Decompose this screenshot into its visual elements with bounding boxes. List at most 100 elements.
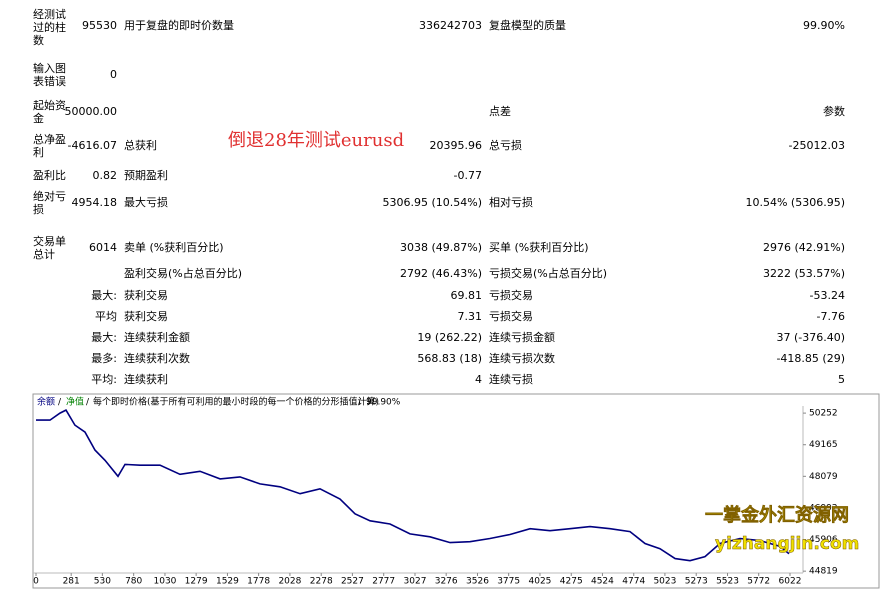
x-tick-label: 2028 (278, 577, 301, 587)
separator: / (86, 398, 90, 408)
field-value: -0.77 (453, 169, 482, 182)
field-label: 盈利交易(%占总百分比) (124, 267, 243, 280)
field-label: 亏损交易(%占总百分比) (489, 267, 608, 280)
field-value: 336242703 (419, 19, 482, 32)
field-label: 买单 (%获利百分比) (489, 241, 589, 254)
x-tick-label: 3027 (404, 577, 427, 587)
x-tick-label: 1030 (154, 577, 177, 587)
field-value: 5306.95 (10.54%) (382, 196, 482, 209)
watermark: 一掌金外汇资源网 (705, 504, 849, 526)
field-label: 相对亏损 (489, 196, 533, 209)
field-label: 输入图表错误 (33, 62, 66, 88)
field-value: 0 (110, 68, 117, 81)
chart-quality: 99.90% (366, 398, 401, 408)
x-tick-label: 5273 (685, 577, 708, 587)
field-value: -4616.07 (67, 139, 117, 152)
x-tick-label: 1529 (216, 577, 239, 587)
field-value: 4 (475, 373, 482, 386)
x-tick-label: 4524 (591, 577, 614, 587)
field-value: 6014 (89, 241, 117, 254)
x-tick-label: 5523 (716, 577, 739, 587)
field-label: 卖单 (%获利百分比) (124, 241, 224, 254)
y-tick-label: 45906 (809, 535, 838, 545)
legend-equity: 净值 (66, 396, 84, 408)
annotation: 倒退28年测试eurusd (228, 130, 405, 151)
field-value: 4954.18 (71, 196, 118, 209)
field-value: -7.76 (816, 310, 845, 323)
x-tick-label: 4774 (622, 577, 645, 587)
y-tick-label: 49165 (809, 440, 838, 450)
field-value: 2976 (42.91%) (762, 241, 845, 254)
chart-frame (32, 393, 880, 589)
field-label: 获利交易 (124, 310, 168, 323)
field-label: 点差 (489, 105, 511, 118)
field-label: 连续亏损次数 (489, 352, 555, 365)
separator: / (358, 398, 362, 408)
field-label: 经测试过的柱数 (33, 8, 66, 47)
field-value: 平均 (95, 310, 117, 323)
x-tick-label: 3526 (466, 577, 489, 587)
field-value: 最大: (91, 331, 117, 344)
field-label: 连续获利 (124, 373, 168, 386)
x-tick-label: 780 (125, 577, 142, 587)
x-tick-label: 1778 (247, 577, 270, 587)
x-tick-label: 4025 (529, 577, 552, 587)
field-value: 0.82 (92, 169, 118, 182)
x-tick-label: 2278 (310, 577, 333, 587)
field-label: 盈利比 (33, 169, 66, 182)
field-value: 19 (262.22) (417, 331, 482, 344)
x-tick-label: 281 (63, 577, 80, 587)
field-label: 连续获利次数 (124, 352, 190, 365)
field-label: 连续亏损 (489, 373, 533, 386)
field-label: 用于复盘的即时价数量 (124, 19, 234, 32)
field-label: 绝对亏损 (33, 190, 66, 216)
field-value: 95530 (82, 19, 117, 32)
field-label: 预期盈利 (124, 169, 168, 182)
x-tick-label: 4275 (560, 577, 583, 587)
field-value: 最大: (91, 289, 117, 302)
field-value: 平均: (91, 373, 117, 386)
x-tick-label: 2777 (372, 577, 395, 587)
field-value: 50000.00 (64, 105, 118, 118)
field-value: 5 (838, 373, 845, 386)
field-label: 连续亏损金额 (489, 331, 555, 344)
y-tick-label: 48079 (809, 472, 838, 482)
field-value: 参数 (823, 105, 845, 118)
field-value: 最多: (91, 352, 117, 365)
field-label: 连续获利金额 (124, 331, 190, 344)
x-tick-label: 6022 (779, 577, 802, 587)
field-value: 3038 (49.87%) (399, 241, 482, 254)
field-value: -418.85 (29) (776, 352, 845, 365)
x-tick-label: 530 (94, 577, 111, 587)
field-label: 交易单总计 (33, 235, 66, 261)
field-value: 37 (-376.40) (776, 331, 845, 344)
field-value: 10.54% (5306.95) (745, 196, 845, 209)
x-tick-label: 2527 (341, 577, 364, 587)
x-tick-label: 1279 (185, 577, 208, 587)
field-value: 3222 (53.57%) (762, 267, 845, 280)
chart-description: 每个即时价格(基于所有可利用的最小时段的每一个价格的分形插值计算) (93, 396, 379, 408)
field-value: -53.24 (809, 289, 845, 302)
field-value: 7.31 (457, 310, 483, 323)
legend-balance: 余额 (37, 396, 55, 408)
field-value: 568.83 (18) (417, 352, 482, 365)
x-tick-label: 3276 (435, 577, 458, 587)
field-label: 亏损交易 (489, 289, 533, 302)
field-label: 获利交易 (124, 289, 168, 302)
field-label: 总亏损 (489, 139, 522, 152)
y-tick-label: 46992 (809, 503, 838, 513)
field-label: 总获利 (124, 139, 157, 152)
x-tick-label: 5023 (653, 577, 676, 587)
y-tick-label: 44819 (809, 567, 838, 577)
y-tick-label: 50252 (809, 409, 838, 419)
x-tick-label: 5772 (747, 577, 770, 587)
field-value: 69.81 (450, 289, 483, 302)
field-label: 起始资金 (33, 99, 66, 125)
x-tick-label: 0 (33, 577, 39, 587)
field-value: 20395.96 (429, 139, 483, 152)
field-label: 亏损交易 (489, 310, 533, 323)
watermark-url: yizhangjin.com (715, 534, 859, 554)
x-tick-label: 3775 (497, 577, 520, 587)
separator: / (58, 398, 62, 408)
